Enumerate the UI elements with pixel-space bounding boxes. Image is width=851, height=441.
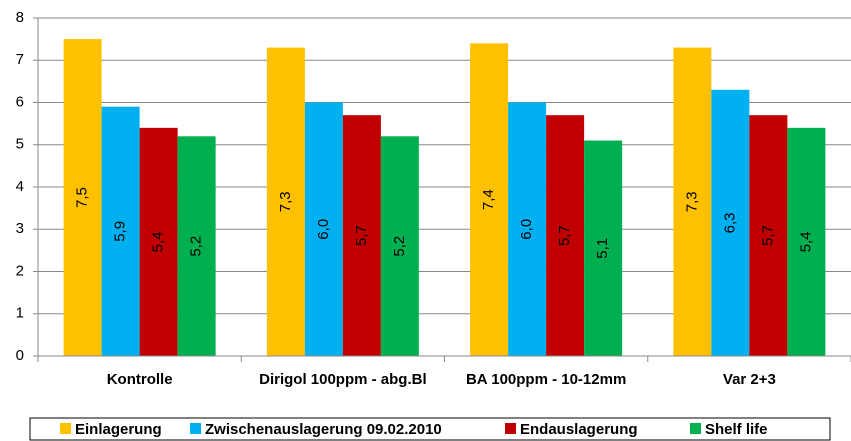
value-label: 6,0 — [315, 219, 332, 240]
y-tick-label: 7 — [16, 51, 24, 68]
legend-box — [29, 417, 831, 441]
bar — [711, 89, 750, 356]
x-tick-label: Var 2+3 — [723, 371, 776, 388]
value-label: 5,7 — [556, 225, 573, 246]
bar — [508, 102, 547, 356]
legend-label: Shelf life — [705, 421, 768, 438]
value-label: 5,2 — [391, 236, 408, 257]
bar — [749, 115, 788, 356]
bar — [787, 127, 826, 356]
bar — [139, 127, 178, 356]
value-label: 5,2 — [188, 236, 205, 257]
value-label: 7,3 — [683, 191, 700, 212]
bar — [673, 47, 712, 356]
value-label: 5,1 — [594, 238, 611, 259]
bar — [266, 47, 305, 356]
legend-label: Endauslagerung — [520, 421, 638, 438]
y-tick-label: 2 — [16, 262, 24, 279]
bar — [101, 106, 140, 356]
x-tick-label: Dirigol 100ppm - abg.Bl — [259, 371, 427, 388]
value-label: 5,4 — [150, 231, 167, 252]
value-label: 6,0 — [518, 219, 535, 240]
bar — [177, 136, 216, 356]
y-tick-label: 0 — [16, 347, 24, 364]
bar — [380, 136, 419, 356]
y-tick-label: 3 — [16, 220, 24, 237]
x-tick-label: Kontrolle — [107, 371, 173, 388]
value-label: 7,3 — [277, 191, 294, 212]
y-tick-label: 4 — [16, 178, 24, 195]
value-label: 5,7 — [353, 225, 370, 246]
y-tick-label: 6 — [16, 93, 24, 110]
y-tick-label: 8 — [16, 9, 24, 26]
value-label: 6,3 — [721, 212, 738, 233]
value-label: 7,4 — [480, 189, 497, 210]
legend-swatch — [505, 423, 516, 434]
value-label: 5,4 — [797, 231, 814, 252]
bar — [584, 140, 623, 356]
bar — [304, 102, 343, 356]
value-label: 5,7 — [759, 225, 776, 246]
legend-swatch — [60, 423, 71, 434]
value-label: 7,5 — [74, 187, 91, 208]
x-tick-label: BA 100ppm - 10-12mm — [466, 371, 626, 388]
y-tick-label: 5 — [16, 136, 24, 153]
y-tick-label: 1 — [16, 305, 24, 322]
legend-swatch — [190, 423, 201, 434]
legend-swatch — [690, 423, 701, 434]
legend-label: Zwischenauslagerung 09.02.2010 — [205, 421, 442, 438]
bar — [342, 115, 381, 356]
legend-label: Einlagerung — [75, 421, 162, 438]
bar — [546, 115, 585, 356]
bar — [470, 43, 509, 356]
value-label: 5,9 — [112, 221, 129, 242]
bar — [63, 39, 102, 356]
